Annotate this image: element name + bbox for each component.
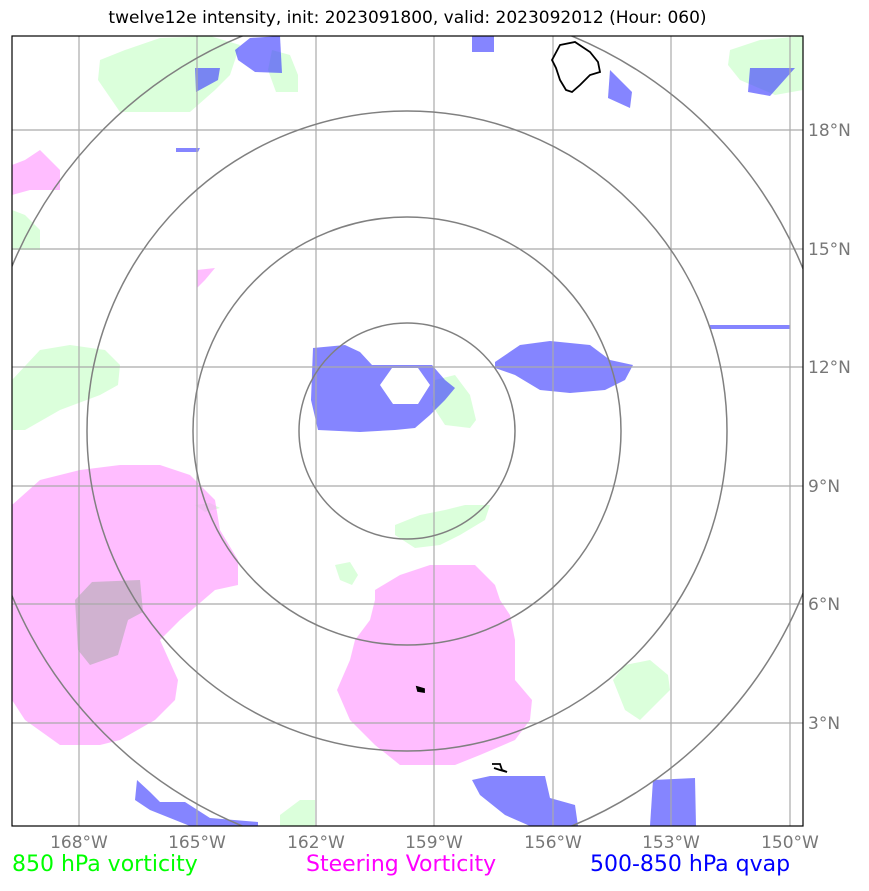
- legend-steering-vorticity: Steering Vorticity: [306, 852, 497, 877]
- lon-label: 156°W: [524, 833, 582, 853]
- steering-vorticity-shading: [12, 150, 532, 765]
- lat-lon-grid: [12, 36, 803, 826]
- lon-label: 162°W: [287, 833, 345, 853]
- map-title: twelve12e intensity, init: 2023091800, v…: [108, 8, 707, 28]
- legend-qvap: 500-850 hPa qvap: [590, 852, 791, 877]
- lat-label: 6°N: [808, 595, 840, 615]
- lat-label: 18°N: [808, 121, 851, 141]
- lon-label: 165°W: [168, 833, 226, 853]
- latitude-labels: 18°N 15°N 12°N 9°N 6°N 3°N: [808, 121, 851, 734]
- longitude-labels: 168°W 165°W 162°W 159°W 156°W 153°W 150°…: [50, 833, 819, 853]
- vorticity-850-shading: [12, 36, 803, 826]
- lon-label: 168°W: [50, 833, 108, 853]
- range-rings: [12, 36, 803, 826]
- lat-label: 9°N: [808, 477, 840, 497]
- plot-frame: [11, 35, 804, 827]
- legend-850-vorticity: 850 hPa vorticity: [12, 852, 198, 877]
- lon-label: 159°W: [405, 833, 463, 853]
- lat-label: 12°N: [808, 358, 851, 378]
- overlap-shading: [75, 580, 143, 665]
- lat-label: 15°N: [808, 240, 851, 260]
- coastlines: [415, 41, 602, 773]
- lon-label: 153°W: [642, 833, 700, 853]
- lon-label: 150°W: [761, 833, 819, 853]
- lat-label: 3°N: [808, 714, 840, 734]
